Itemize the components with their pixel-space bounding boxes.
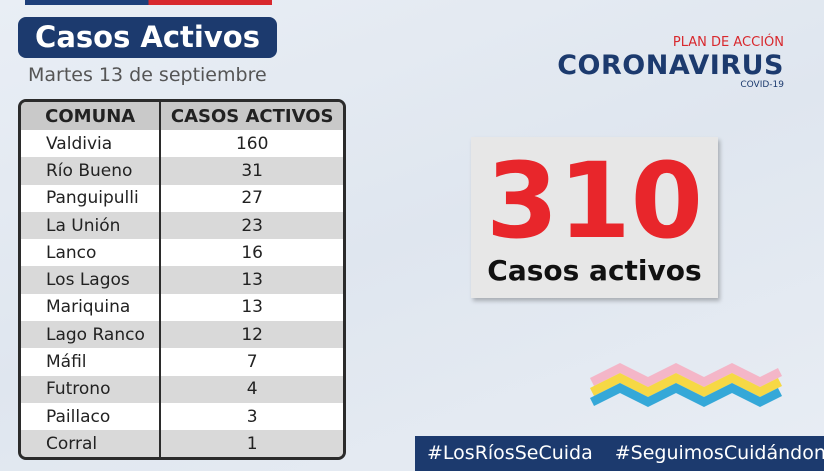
comuna-cell: Río Bueno xyxy=(21,157,161,185)
cases-cell: 16 xyxy=(159,239,343,267)
comuna-cell: Máfil xyxy=(46,352,87,373)
table-row: Futrono 4 xyxy=(21,375,343,403)
comuna-cell: Valdivia xyxy=(46,133,113,154)
total-value: 310 xyxy=(485,140,704,262)
column-header: COMUNA xyxy=(21,102,161,130)
comuna-cell: La Unión xyxy=(21,211,161,240)
cases-cell: 1 xyxy=(159,430,343,457)
cases-cell: 23 xyxy=(159,211,343,240)
table-row: Lanco 16 xyxy=(21,239,343,267)
logo-sub: COVID-19 xyxy=(740,80,784,90)
cases-cell: 12 xyxy=(159,321,343,349)
hashtag: #LosRíosSeCuida xyxy=(427,442,593,464)
table: COMUNA CASOS ACTIVOS Valdivia 160 Río Bueno 3… xyxy=(21,102,343,457)
table-row: Corral 1 xyxy=(21,430,343,457)
table-row: Lago Ranco 12 xyxy=(21,321,343,349)
table-row: Paillaco 3 xyxy=(21,402,343,431)
comuna-cell: Los Lagos xyxy=(21,266,161,294)
hashtag-bar: #LosRíosSeCuida #SeguimosCuidándonos xyxy=(415,436,824,471)
date: Martes 13 de septiembre xyxy=(28,64,267,86)
table-row: Río Bueno 31 xyxy=(21,157,343,185)
column-header: CASOS ACTIVOS xyxy=(159,102,343,130)
hashtag: #SeguimosCuidándonos xyxy=(614,442,824,464)
logo-main: CORONAVIRUS xyxy=(557,50,784,81)
comuna-cell: Corral xyxy=(21,430,161,457)
cases-cell: 4 xyxy=(159,375,343,403)
cases-cell: 160 xyxy=(159,130,343,158)
comuna-cell: Lanco xyxy=(46,242,97,263)
comuna-cell: Lago Ranco xyxy=(21,321,161,349)
table-row: Los Lagos 13 xyxy=(21,266,343,294)
table-row: Valdivia 160 xyxy=(21,130,343,158)
logo-top: PLAN DE ACCIÓN xyxy=(672,35,784,50)
comuna-cell: Futrono xyxy=(21,375,161,403)
cases-cell: 3 xyxy=(159,402,343,431)
top-bar xyxy=(25,0,272,5)
comuna-cell: Mariquina xyxy=(46,297,131,318)
cases-cell: 27 xyxy=(159,184,343,212)
cases-cell: 13 xyxy=(159,266,343,294)
header-row: COMUNA CASOS ACTIVOS xyxy=(21,102,343,130)
cases-cell: 7 xyxy=(159,348,343,376)
table-row: Mariquina 13 xyxy=(21,293,343,322)
table-row: Máfil 7 xyxy=(21,348,343,376)
cases-cell: 31 xyxy=(159,157,343,185)
total-label: Casos activos xyxy=(487,254,702,287)
title: Casos Activos xyxy=(18,17,277,58)
wave-decoration xyxy=(589,362,783,408)
comuna-cell: Panguipulli xyxy=(46,188,139,209)
table-row: Panguipulli 27 xyxy=(21,184,343,212)
cases-cell: 13 xyxy=(159,293,343,322)
comuna-cell: Paillaco xyxy=(46,406,111,427)
total-box: 310 Casos activos xyxy=(471,137,718,298)
cases-table: COMUNA CASOS ACTIVOS Valdivia 160 Río Bueno 3… xyxy=(18,99,346,460)
table-row: La Unión 23 xyxy=(21,211,343,240)
